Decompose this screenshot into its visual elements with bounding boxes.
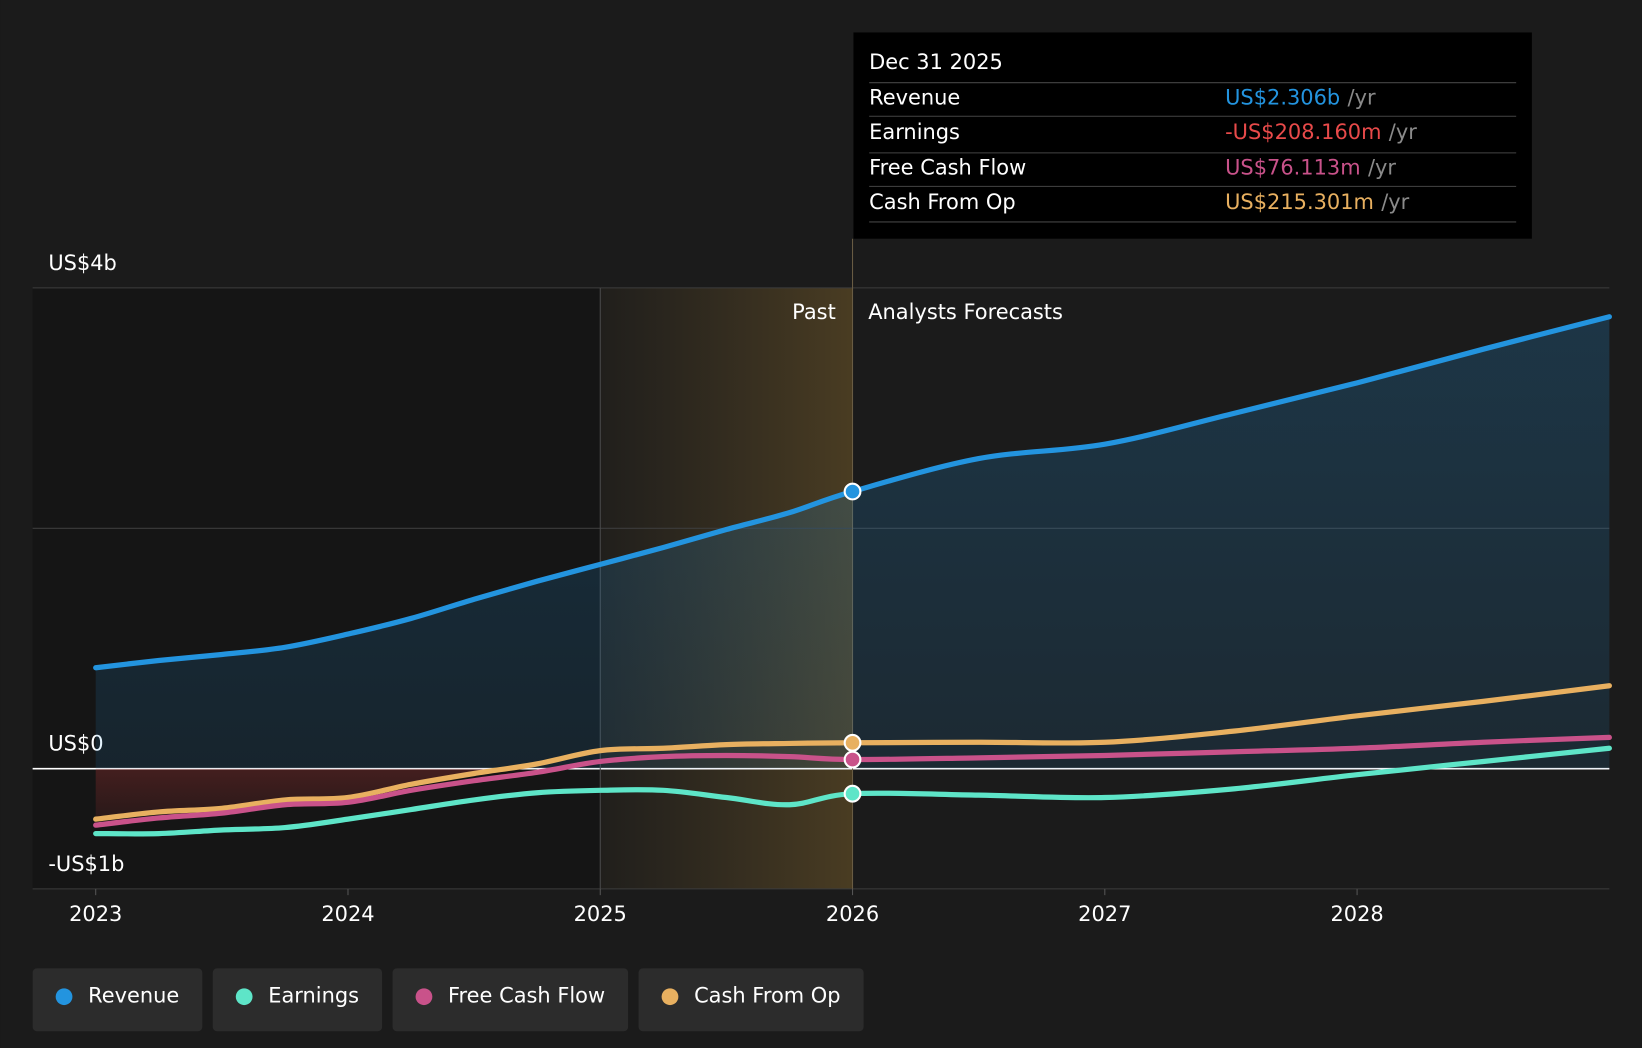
tooltip-value: US$215.301m/yr (1225, 190, 1410, 214)
legend-swatch (661, 988, 679, 1006)
legend-item[interactable]: Earnings (212, 968, 383, 1032)
negative-area (95, 768, 507, 820)
tooltip-value-text: US$76.113m (1225, 156, 1361, 180)
legend-label: Revenue (88, 984, 179, 1008)
tooltip-label: Revenue (869, 85, 960, 109)
x-tick-label: 2026 (826, 902, 879, 926)
tooltip-value-text: US$215.301m (1225, 190, 1374, 214)
legend-label: Earnings (268, 984, 359, 1008)
series-line (93, 683, 1612, 822)
legend-box (32, 968, 203, 1032)
legend-label: Cash From Op (694, 984, 840, 1008)
tooltip-unit: /yr (1381, 190, 1409, 214)
legend-swatch (415, 988, 433, 1006)
tooltip-value: US$76.113m/yr (1225, 156, 1396, 180)
tooltip-value: -US$208.160m/yr (1225, 120, 1417, 144)
highlight-dot (843, 482, 862, 501)
tooltip-value-text: US$2.306b (1225, 85, 1340, 109)
legend-swatch (235, 988, 253, 1006)
x-tick-label: 2028 (1330, 902, 1383, 926)
y-tick-label: US$4b (48, 251, 117, 275)
series-line (93, 734, 1612, 828)
legend-box (212, 968, 383, 1032)
legend-swatch (55, 988, 73, 1006)
legend-item[interactable]: Cash From Op (638, 968, 864, 1032)
series-line (93, 745, 1612, 837)
highlight-dot (843, 750, 862, 769)
tooltip-label: Cash From Op (869, 190, 1015, 214)
highlight-dot (843, 784, 862, 803)
y-tick-label: US$0 (48, 732, 103, 756)
tooltip-unit: /yr (1348, 85, 1376, 109)
series-line (93, 314, 1612, 671)
legend-item[interactable]: Revenue (32, 968, 203, 1032)
tooltip-label: Earnings (869, 120, 960, 144)
legend-box (392, 968, 629, 1032)
forecast-label: Analysts Forecasts (868, 300, 1063, 324)
tooltip-value: US$2.306b/yr (1225, 85, 1376, 109)
legend-box (638, 968, 864, 1032)
legend-item[interactable]: Free Cash Flow (392, 968, 629, 1032)
revenue-area (95, 316, 1610, 769)
tooltip-value-text: -US$208.160m (1225, 120, 1381, 144)
x-tick-label: 2025 (574, 902, 627, 926)
tooltip-box (853, 32, 1532, 239)
tooltip-date: Dec 31 2025 (869, 50, 1003, 74)
tooltip-label: Free Cash Flow (869, 156, 1026, 180)
x-tick-label: 2024 (321, 902, 374, 926)
legend-label: Free Cash Flow (448, 984, 605, 1008)
x-tick-label: 2023 (69, 902, 122, 926)
tooltip-unit: /yr (1389, 120, 1417, 144)
y-tick-label: -US$1b (48, 852, 124, 876)
x-tick-label: 2027 (1078, 902, 1131, 926)
past-label: Past (792, 300, 836, 324)
tooltip-unit: /yr (1368, 156, 1396, 180)
highlight-dot (843, 733, 862, 752)
